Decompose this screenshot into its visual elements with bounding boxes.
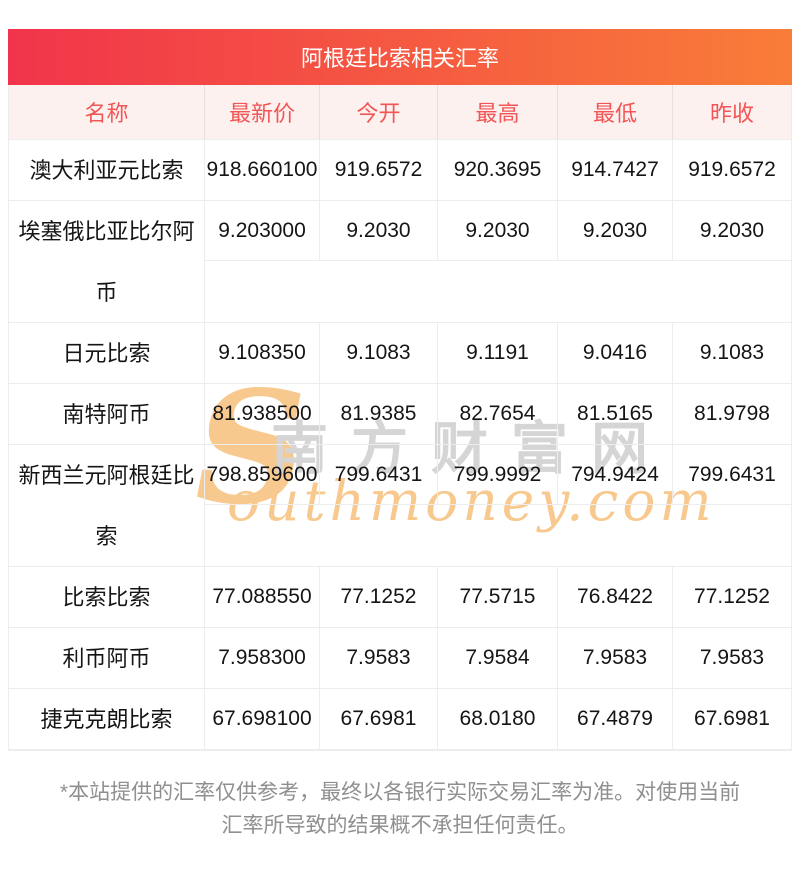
cell-high: 77.5715 xyxy=(438,567,558,627)
cell-latest-price: 918.660100 xyxy=(205,140,320,200)
cell-latest-price: 9.203000 xyxy=(205,201,320,260)
disclaimer-line-1: *本站提供的汇率仅供参考，最终以各银行实际交易汇率为准。对使用当前 xyxy=(59,781,741,804)
cell-low: 9.2030 xyxy=(558,201,673,260)
cell-prev-close: 9.1083 xyxy=(699,341,765,364)
cell-latest-price: 798.859600 xyxy=(205,445,320,504)
cell-latest-price: 9.108350 xyxy=(205,323,320,383)
cell-high: 7.9584 xyxy=(438,628,558,688)
column-header-open: 今开 xyxy=(320,85,438,139)
cell-latest-price: 81.938500 xyxy=(205,384,320,444)
exchange-rate-panel: 阿根廷比索相关汇率 S 南方财富网 outhmoney.com 名称 最新价 今… xyxy=(8,29,792,751)
column-header-name: 名称 xyxy=(9,85,205,139)
cell-open: 799.6431 xyxy=(320,445,438,504)
cell-prev-close: 7.9583 xyxy=(699,646,765,669)
cell-low: 67.4879 xyxy=(558,689,673,749)
cell-prev-close: 81.9798 xyxy=(694,402,770,425)
cell-prev-close: 9.2030 xyxy=(699,218,765,242)
currency-name: 埃塞俄比亚比尔阿币 xyxy=(9,201,205,322)
table-row: 捷克克朗比索 67.698100 67.6981 68.0180 67.4879… xyxy=(9,689,791,750)
table-row: 埃塞俄比亚比尔阿币 9.203000 9.2030 9.2030 9.2030 … xyxy=(9,201,791,323)
cell-prev-close: 67.6981 xyxy=(694,707,770,730)
currency-name: 比索比索 xyxy=(9,567,205,627)
cell-latest-price: 77.088550 xyxy=(205,567,320,627)
cell-low: 7.9583 xyxy=(558,628,673,688)
cell-low: 794.9424 xyxy=(558,445,673,504)
cell-high: 799.9992 xyxy=(438,445,558,504)
cell-high: 920.3695 xyxy=(438,140,558,200)
column-header-prev-close: 昨收 xyxy=(709,101,754,126)
table-row: 利币阿币 7.958300 7.9583 7.9584 7.9583 7.958… xyxy=(9,628,791,689)
cell-open: 81.9385 xyxy=(320,384,438,444)
exchange-rate-table: S 南方财富网 outhmoney.com 名称 最新价 今开 最高 最低 昨收… xyxy=(8,85,792,751)
currency-name: 日元比索 xyxy=(9,323,205,383)
currency-name: 澳大利亚元比索 xyxy=(9,140,205,200)
cell-high: 82.7654 xyxy=(438,384,558,444)
cell-latest-price: 7.958300 xyxy=(205,628,320,688)
cell-open: 77.1252 xyxy=(320,567,438,627)
column-header-low: 最低 xyxy=(558,85,673,139)
column-header-latest: 最新价 xyxy=(205,85,320,139)
table-row: 澳大利亚元比索 918.660100 919.6572 920.3695 914… xyxy=(9,140,791,201)
table-header-row: 名称 最新价 今开 最高 最低 昨收 xyxy=(9,85,791,140)
table-row: 日元比索 9.108350 9.1083 9.1191 9.0416 9.108… xyxy=(9,323,791,384)
cell-prev-close: 799.6431 xyxy=(688,462,776,486)
cell-prev-close: 77.1252 xyxy=(694,585,770,608)
cell-open: 67.6981 xyxy=(320,689,438,749)
cell-high: 9.2030 xyxy=(438,201,558,260)
table-row: 比索比索 77.088550 77.1252 77.5715 76.8422 7… xyxy=(9,567,791,628)
currency-name: 新西兰元阿根廷比索 xyxy=(9,445,205,566)
cell-low: 914.7427 xyxy=(558,140,673,200)
cell-open: 7.9583 xyxy=(320,628,438,688)
empty-subrow xyxy=(205,261,791,322)
cell-latest-price: 67.698100 xyxy=(205,689,320,749)
currency-name: 利币阿币 xyxy=(9,628,205,688)
disclaimer-line-2: 汇率所导致的结果概不承担任何责任。 xyxy=(221,814,579,837)
cell-open: 919.6572 xyxy=(320,140,438,200)
empty-subrow xyxy=(205,505,791,566)
cell-prev-close: 919.6572 xyxy=(688,158,776,181)
currency-name: 捷克克朗比索 xyxy=(9,689,205,749)
panel-title-text: 阿根廷比索相关汇率 xyxy=(300,46,499,71)
cell-low: 81.5165 xyxy=(558,384,673,444)
disclaimer: *本站提供的汇率仅供参考，最终以各银行实际交易汇率为准。对使用当前 汇率所导致的… xyxy=(0,776,800,842)
cell-low: 76.8422 xyxy=(558,567,673,627)
column-header-high: 最高 xyxy=(438,85,558,139)
table-row: 南特阿币 81.938500 81.9385 82.7654 81.5165 8… xyxy=(9,384,791,445)
cell-low: 9.0416 xyxy=(558,323,673,383)
panel-title: 阿根廷比索相关汇率 xyxy=(8,29,792,85)
cell-high: 68.0180 xyxy=(438,689,558,749)
cell-open: 9.2030 xyxy=(320,201,438,260)
currency-name: 南特阿币 xyxy=(9,384,205,444)
cell-high: 9.1191 xyxy=(438,323,558,383)
cell-open: 9.1083 xyxy=(320,323,438,383)
table-row: 新西兰元阿根廷比索 798.859600 799.6431 799.9992 7… xyxy=(9,445,791,567)
